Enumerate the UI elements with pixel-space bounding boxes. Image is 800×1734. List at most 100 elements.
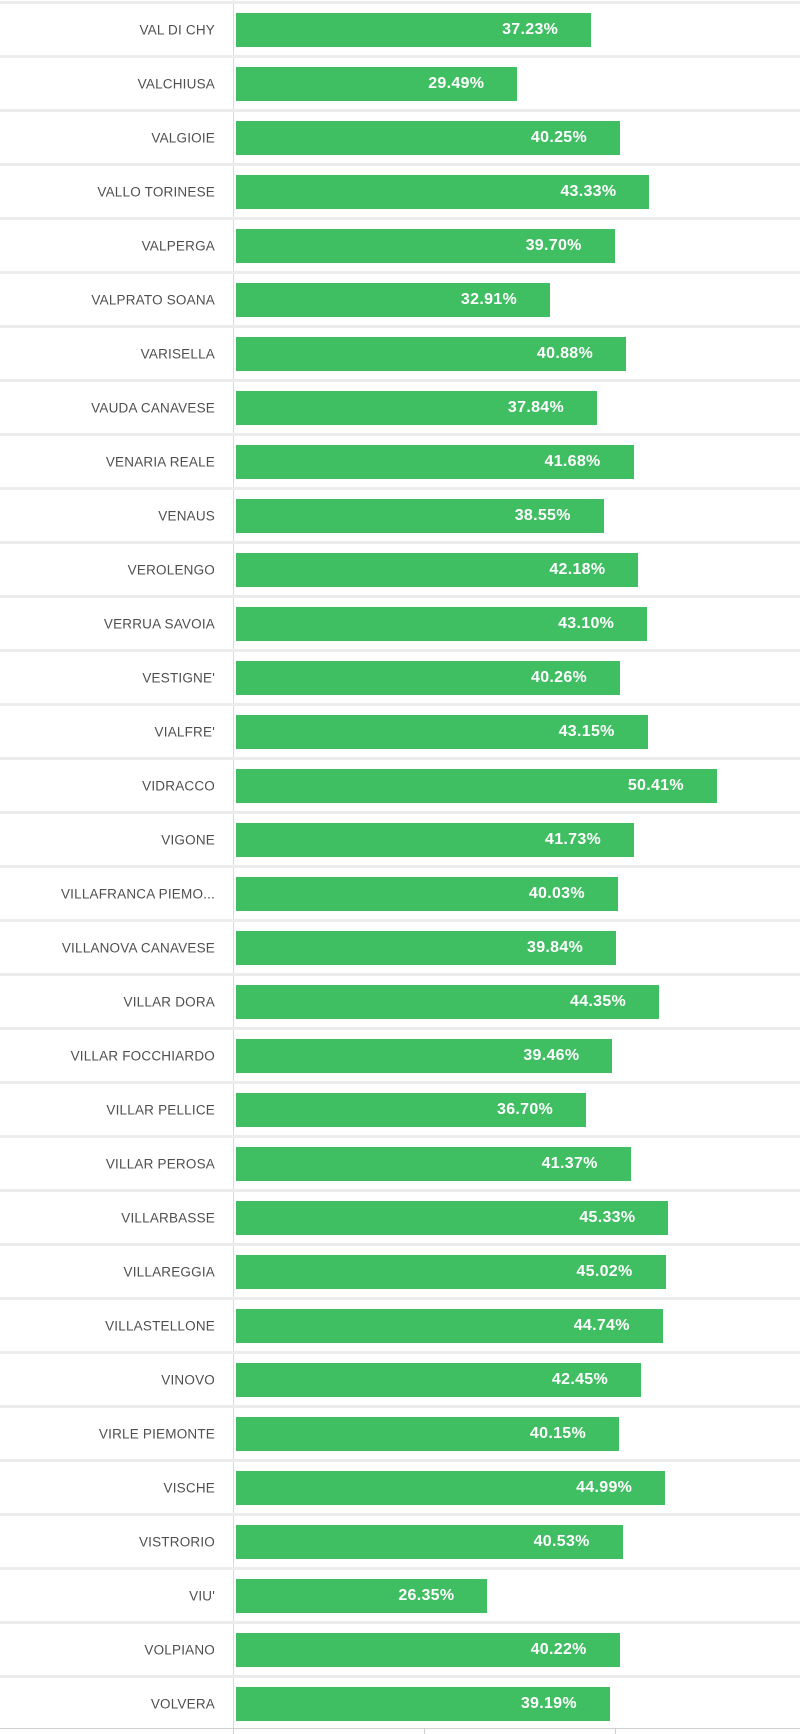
bar[interactable]: 36.70% (236, 1092, 587, 1127)
table-row: VILLASTELLONE 44.74% (0, 1297, 800, 1351)
value-axis (0, 1728, 800, 1734)
category-label: VEROLENGO (127, 562, 215, 577)
bar[interactable]: 40.26% (236, 660, 621, 695)
bar-value-label: 42.45% (551, 1370, 608, 1388)
table-row: VOLVERA 39.19% (0, 1675, 800, 1729)
table-row: VAUDA CANAVESE 37.84% (0, 379, 800, 433)
category-label: VILLASTELLONE (105, 1318, 215, 1333)
bar[interactable]: 45.02% (236, 1254, 666, 1289)
bar-value-label: 40.03% (528, 884, 585, 902)
bar[interactable]: 44.35% (236, 984, 660, 1019)
table-row: VALPERGA 39.70% (0, 217, 800, 271)
bar-value-label: 40.88% (536, 344, 593, 362)
bar[interactable]: 39.46% (236, 1038, 613, 1073)
category-label: VENAUS (158, 508, 215, 523)
category-label: VIU' (189, 1588, 215, 1603)
bar[interactable]: 26.35% (236, 1578, 488, 1613)
category-label: VOLVERA (150, 1696, 215, 1711)
table-row: VEROLENGO 42.18% (0, 541, 800, 595)
bar[interactable]: 39.19% (236, 1686, 610, 1721)
bar[interactable]: 29.49% (236, 66, 518, 101)
value-axis-tick (423, 1729, 425, 1734)
category-label: VESTIGNE' (142, 670, 215, 685)
bar[interactable]: 39.84% (236, 930, 617, 965)
category-label: VALCHIUSA (137, 76, 215, 91)
bar[interactable]: 43.15% (236, 714, 648, 749)
category-label: VIRLE PIEMONTE (98, 1426, 215, 1441)
bar-value-label: 39.46% (523, 1046, 580, 1064)
bar[interactable]: 40.15% (236, 1416, 619, 1451)
bar-value-label: 40.15% (529, 1424, 586, 1442)
category-label: VILLAR DORA (123, 994, 215, 1009)
category-label: VAL DI CHY (139, 22, 215, 37)
bar[interactable]: 40.22% (236, 1632, 620, 1667)
bar-value-label: 37.84% (507, 398, 564, 416)
category-label: VIDRACCO (142, 778, 215, 793)
table-row: VERRUA SAVOIA 43.10% (0, 595, 800, 649)
bar-value-label: 45.02% (576, 1262, 633, 1280)
bar-value-label: 41.37% (541, 1154, 598, 1172)
bar[interactable]: 42.45% (236, 1362, 641, 1397)
bar[interactable]: 44.74% (236, 1308, 663, 1343)
bar[interactable]: 37.23% (236, 12, 592, 47)
table-row: VILLAR DORA 44.35% (0, 973, 800, 1027)
table-row: VIGONE 41.73% (0, 811, 800, 865)
value-axis-tick (233, 1729, 234, 1734)
bar-value-label: 43.33% (560, 182, 617, 200)
category-label: VALPERGA (141, 238, 215, 253)
bar[interactable]: 50.41% (236, 768, 717, 803)
bar[interactable]: 38.55% (236, 498, 604, 533)
bar-value-label: 37.23% (502, 20, 559, 38)
category-label: VALGIOIE (151, 130, 215, 145)
bar[interactable]: 43.10% (236, 606, 648, 641)
bar[interactable]: 45.33% (236, 1200, 669, 1235)
bar[interactable]: 43.33% (236, 174, 650, 209)
category-label: VILLAR PELLICE (106, 1102, 215, 1117)
table-row: VALCHIUSA 29.49% (0, 55, 800, 109)
table-row: VALPRATO SOANA 32.91% (0, 271, 800, 325)
bar-value-label: 44.74% (573, 1316, 630, 1334)
bar-value-label: 39.19% (520, 1694, 577, 1712)
bar[interactable]: 32.91% (236, 282, 550, 317)
table-row: VILLANOVA CANAVESE 39.84% (0, 919, 800, 973)
bar[interactable]: 41.68% (236, 444, 634, 479)
category-label: VALPRATO SOANA (91, 292, 215, 307)
table-row: VISCHE 44.99% (0, 1459, 800, 1513)
category-label: VILLAREGGIA (123, 1264, 215, 1279)
table-row: VILLAREGGIA 45.02% (0, 1243, 800, 1297)
table-row: VILLAR PEROSA 41.37% (0, 1135, 800, 1189)
table-row: VOLPIANO 40.22% (0, 1621, 800, 1675)
bar[interactable]: 40.88% (236, 336, 626, 371)
table-row: VIDRACCO 50.41% (0, 757, 800, 811)
category-label: VISCHE (163, 1480, 215, 1495)
category-label: VILLAR FOCCHIARDO (70, 1048, 215, 1063)
table-row: VARISELLA 40.88% (0, 325, 800, 379)
bar[interactable]: 40.03% (236, 876, 618, 911)
bar[interactable]: 40.25% (236, 120, 620, 155)
bar[interactable]: 37.84% (236, 390, 597, 425)
bar-value-label: 40.53% (533, 1532, 590, 1550)
bar-value-label: 41.73% (545, 830, 602, 848)
category-label: VAUDA CANAVESE (91, 400, 215, 415)
table-row: VALLO TORINESE 43.33% (0, 163, 800, 217)
table-row: VESTIGNE' 40.26% (0, 649, 800, 703)
category-label: VIGONE (161, 832, 215, 847)
category-label: VARISELLA (140, 346, 215, 361)
bar-value-label: 50.41% (627, 776, 684, 794)
bar-value-label: 40.22% (530, 1640, 587, 1658)
table-row: VENARIA REALE 41.68% (0, 433, 800, 487)
table-row: VISTRORIO 40.53% (0, 1513, 800, 1567)
bar[interactable]: 40.53% (236, 1524, 623, 1559)
bar[interactable]: 41.73% (236, 822, 635, 857)
bar[interactable]: 39.70% (236, 228, 615, 263)
category-label: VILLAR PEROSA (105, 1156, 215, 1171)
bar-value-label: 32.91% (460, 290, 517, 308)
bar[interactable]: 41.37% (236, 1146, 631, 1181)
bar[interactable]: 44.99% (236, 1470, 666, 1505)
bar[interactable]: 42.18% (236, 552, 639, 587)
table-row: VENAUS 38.55% (0, 487, 800, 541)
table-row: VALGIOIE 40.25% (0, 109, 800, 163)
table-row: VIRLE PIEMONTE 40.15% (0, 1405, 800, 1459)
